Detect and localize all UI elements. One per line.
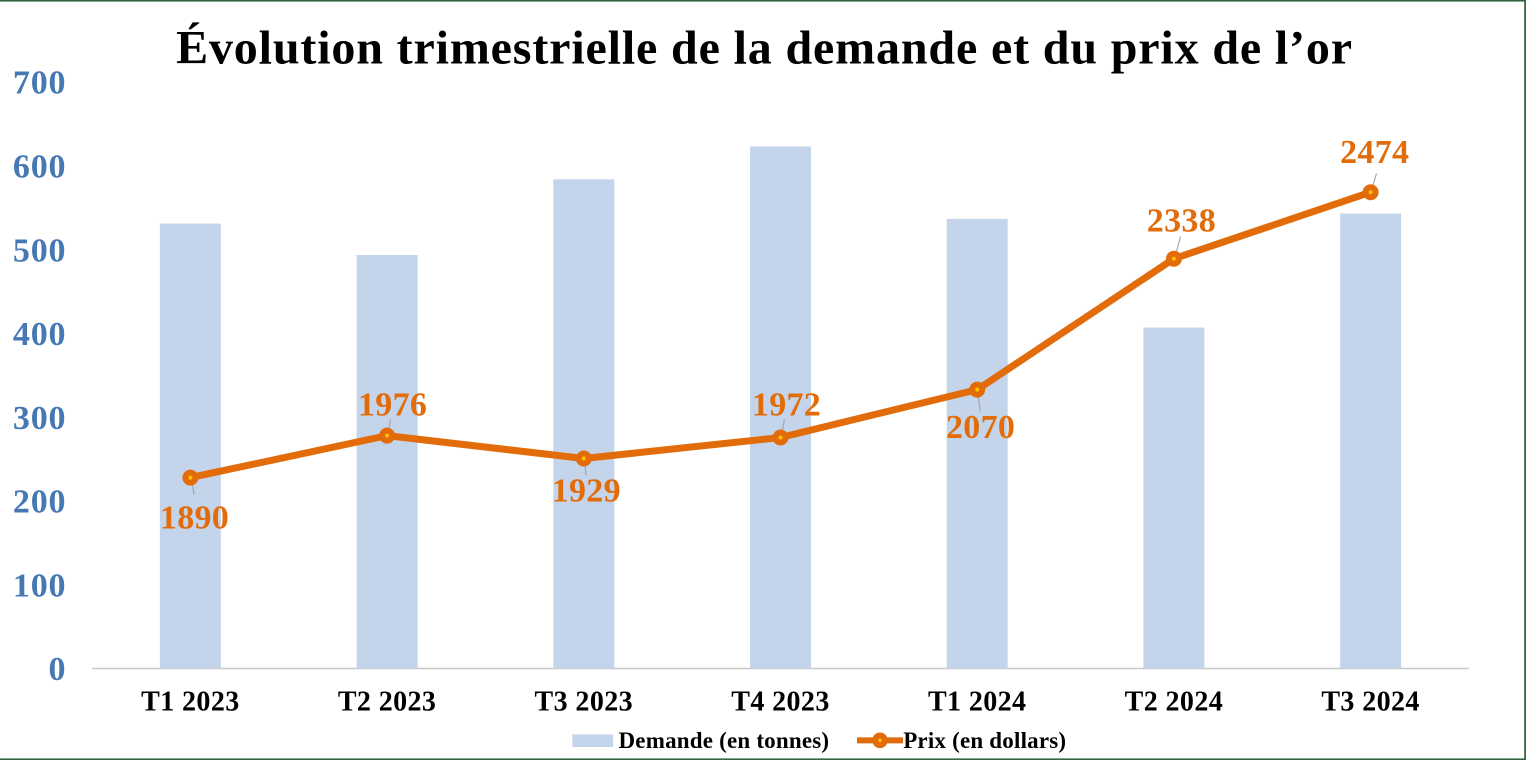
svg-text:T4 2023: T4 2023 xyxy=(731,686,829,717)
svg-text:0: 0 xyxy=(48,651,66,688)
svg-text:Évolution trimestrielle de la: Évolution trimestrielle de la demande et… xyxy=(176,22,1353,75)
svg-text:T1 2024: T1 2024 xyxy=(928,686,1026,717)
svg-text:T2 2024: T2 2024 xyxy=(1125,686,1223,717)
svg-text:T2 2023: T2 2023 xyxy=(338,686,436,717)
svg-text:1929: 1929 xyxy=(552,473,621,510)
svg-text:Demande (en tonnes): Demande (en tonnes) xyxy=(619,728,830,753)
svg-text:500: 500 xyxy=(13,232,66,269)
svg-text:300: 300 xyxy=(13,400,66,437)
svg-text:2070: 2070 xyxy=(946,409,1015,446)
svg-text:1972: 1972 xyxy=(752,387,821,424)
svg-text:T3 2024: T3 2024 xyxy=(1321,686,1419,717)
svg-text:T1 2023: T1 2023 xyxy=(141,686,239,717)
svg-text:1976: 1976 xyxy=(358,387,427,424)
svg-text:1890: 1890 xyxy=(160,500,229,537)
svg-text:600: 600 xyxy=(13,149,66,186)
svg-text:200: 200 xyxy=(13,484,66,521)
svg-text:700: 700 xyxy=(13,65,66,102)
svg-text:100: 100 xyxy=(13,567,66,604)
svg-text:400: 400 xyxy=(13,316,66,353)
svg-text:2474: 2474 xyxy=(1340,134,1409,171)
svg-text:T3 2023: T3 2023 xyxy=(535,686,633,717)
svg-text:Prix (en dollars): Prix (en dollars) xyxy=(903,728,1066,753)
svg-text:2338: 2338 xyxy=(1147,203,1216,240)
